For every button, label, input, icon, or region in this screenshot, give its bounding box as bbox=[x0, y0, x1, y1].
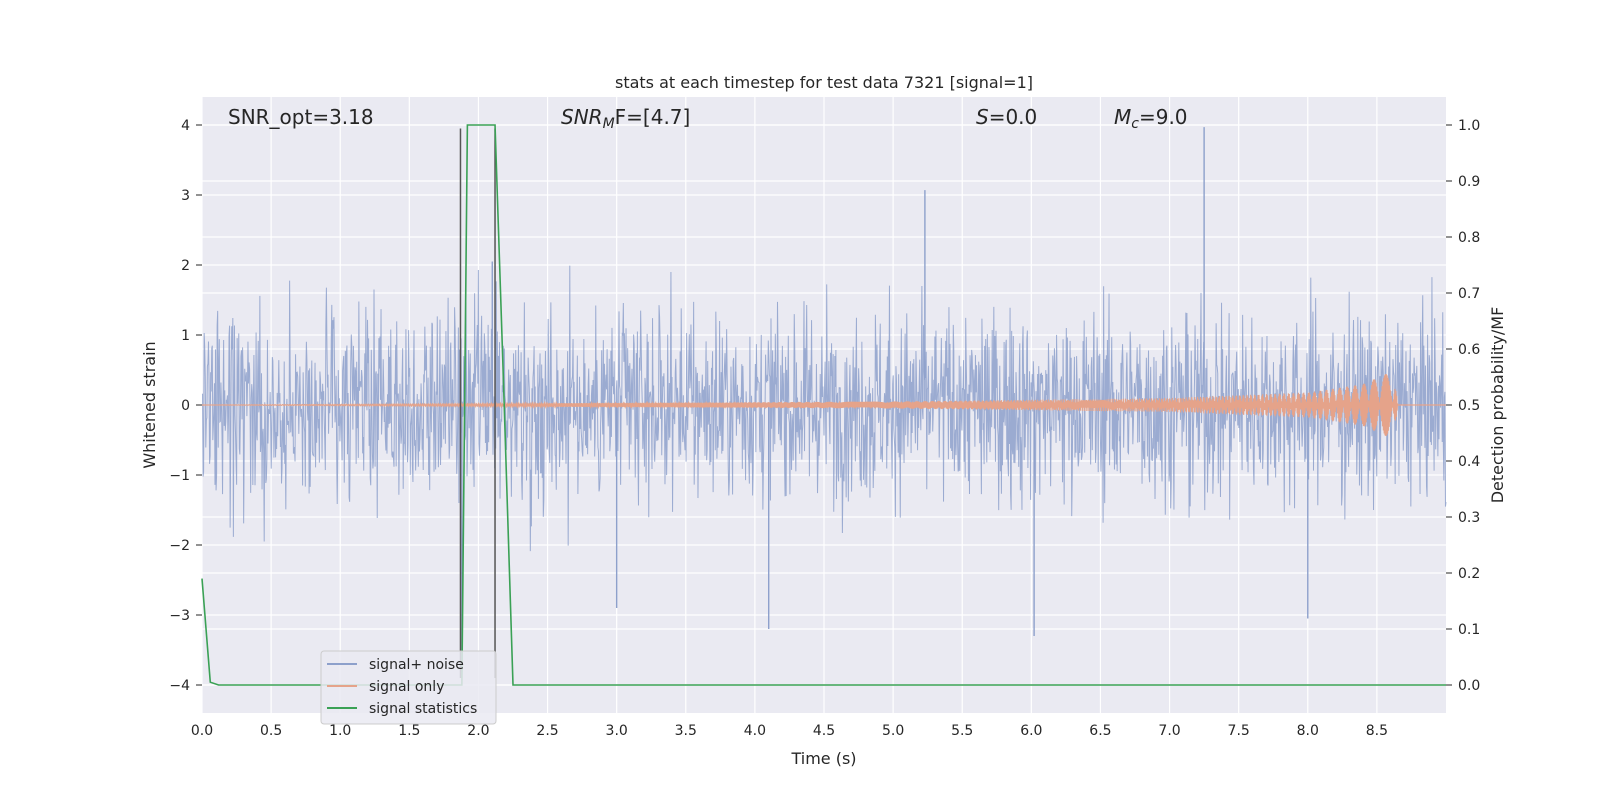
series-signal-only bbox=[202, 374, 1446, 436]
annotation-snr-mf: SNRMF=[4.7] bbox=[561, 105, 690, 132]
y-right-tick-label: 0.3 bbox=[1458, 510, 1480, 526]
marker-lines bbox=[459, 128, 496, 678]
annotation-snr-mf-tail: F=[4.7] bbox=[615, 105, 691, 129]
y-left-tick-label: −4 bbox=[169, 678, 190, 694]
legend-label-signal-noise: signal+ noise bbox=[369, 657, 464, 673]
y-right-tick-label: 0.8 bbox=[1458, 230, 1480, 246]
x-tick-label: 3.5 bbox=[675, 723, 697, 739]
legend-label-signal-only: signal only bbox=[369, 679, 444, 695]
annotation-snr-mf-main: SNR bbox=[561, 105, 603, 129]
annotation-mc-main: M bbox=[1114, 105, 1131, 129]
y-right-tick-label: 0.2 bbox=[1458, 566, 1480, 582]
y-right-tick-label: 0.9 bbox=[1458, 174, 1480, 190]
x-tick-label: 7.0 bbox=[1158, 723, 1180, 739]
x-tick-label: 0.5 bbox=[260, 723, 282, 739]
x-tick-label: 8.0 bbox=[1297, 723, 1319, 739]
y-axis-label-right: Detection probability/MF bbox=[1488, 307, 1507, 504]
x-tick-label: 7.5 bbox=[1228, 723, 1250, 739]
annotation-s-main: S bbox=[976, 105, 989, 129]
x-tick-label: 1.0 bbox=[329, 723, 351, 739]
x-tick-label: 3.0 bbox=[606, 723, 628, 739]
x-tick-label: 6.5 bbox=[1089, 723, 1111, 739]
y-left-tick-label: 2 bbox=[181, 258, 190, 274]
signal-only-line bbox=[202, 374, 1446, 436]
annotation-mc-tail: =9.0 bbox=[1139, 105, 1188, 129]
noise-line bbox=[201, 265, 1447, 552]
y-axis-label-left: Whitened strain bbox=[140, 341, 159, 468]
legend: signal+ noise signal only signal statist… bbox=[320, 650, 497, 725]
legend-label-signal-statistics: signal statistics bbox=[369, 701, 477, 717]
y-left-tick-label: 3 bbox=[181, 188, 190, 204]
axis-ticks: 0.0 0.5 1.0 1.5 2.0 2.5 3.0 3.5 4.0 4.5 5.0 5.5 6.0 6… bbox=[169, 118, 1480, 739]
y-left-tick-label: −3 bbox=[169, 608, 190, 624]
y-left-tick-label: 0 bbox=[181, 398, 190, 414]
x-axis-label: Time (s) bbox=[790, 749, 856, 768]
y-right-tick-label: 0.5 bbox=[1458, 398, 1480, 414]
x-tick-label: 1.5 bbox=[398, 723, 420, 739]
y-right-tick-label: 0.6 bbox=[1458, 342, 1480, 358]
legend-box bbox=[320, 650, 497, 725]
annotation-snr-mf-sub: M bbox=[603, 116, 615, 132]
y-right-tick-label: 0.0 bbox=[1458, 678, 1480, 694]
annotation-s: S=0.0 bbox=[976, 105, 1037, 129]
y-right-tick-label: 1.0 bbox=[1458, 118, 1480, 134]
x-tick-label: 0.0 bbox=[191, 723, 213, 739]
annotation-s-tail: =0.0 bbox=[989, 105, 1038, 129]
annotation-snr-opt: SNR_opt=3.18 bbox=[228, 105, 374, 129]
x-tick-label: 5.5 bbox=[951, 723, 973, 739]
x-tick-label: 4.5 bbox=[813, 723, 835, 739]
x-tick-label: 6.0 bbox=[1020, 723, 1042, 739]
y-right-tick-label: 0.7 bbox=[1458, 286, 1480, 302]
y-left-tick-label: −1 bbox=[169, 468, 190, 484]
x-tick-label: 2.5 bbox=[536, 723, 558, 739]
annotation-mc-sub: c bbox=[1131, 116, 1139, 132]
x-tick-label: 5.0 bbox=[882, 723, 904, 739]
y-left-tick-label: −2 bbox=[169, 538, 190, 554]
series-signal-noise bbox=[201, 127, 1447, 678]
y-left-tick-label: 1 bbox=[181, 328, 190, 344]
x-tick-label: 4.0 bbox=[744, 723, 766, 739]
chart-title: stats at each timestep for test data 732… bbox=[615, 73, 1033, 92]
annotation-mc: Mc=9.0 bbox=[1114, 105, 1188, 132]
y-left-tick-label: 4 bbox=[181, 118, 190, 134]
x-tick-label: 2.0 bbox=[467, 723, 489, 739]
x-tick-label: 8.5 bbox=[1366, 723, 1388, 739]
y-right-tick-label: 0.1 bbox=[1458, 622, 1480, 638]
y-right-tick-label: 0.4 bbox=[1458, 454, 1480, 470]
